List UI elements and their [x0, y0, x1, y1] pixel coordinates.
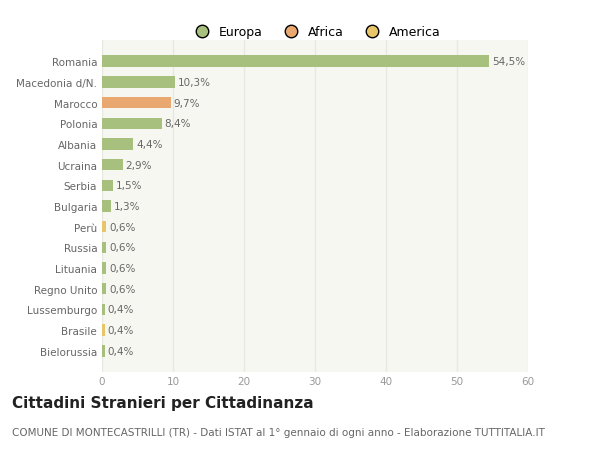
Bar — [102, 284, 106, 295]
Text: 2,9%: 2,9% — [125, 160, 152, 170]
Text: 54,5%: 54,5% — [492, 57, 525, 67]
Bar — [102, 118, 161, 129]
Bar — [102, 242, 106, 253]
Text: 1,5%: 1,5% — [115, 181, 142, 191]
Text: 4,4%: 4,4% — [136, 140, 163, 150]
Text: 0,4%: 0,4% — [107, 305, 134, 315]
Text: 0,6%: 0,6% — [109, 263, 136, 274]
Text: 8,4%: 8,4% — [164, 119, 191, 129]
Bar — [102, 325, 105, 336]
Bar — [102, 77, 175, 88]
Text: 0,6%: 0,6% — [109, 222, 136, 232]
Bar — [102, 139, 133, 150]
Bar — [102, 160, 122, 171]
Bar — [102, 304, 105, 315]
Text: Cittadini Stranieri per Cittadinanza: Cittadini Stranieri per Cittadinanza — [12, 395, 314, 410]
Bar — [102, 201, 111, 212]
Text: 0,6%: 0,6% — [109, 243, 136, 253]
Text: COMUNE DI MONTECASTRILLI (TR) - Dati ISTAT al 1° gennaio di ogni anno - Elaboraz: COMUNE DI MONTECASTRILLI (TR) - Dati IST… — [12, 427, 545, 437]
Bar — [102, 180, 113, 191]
Text: 0,6%: 0,6% — [109, 284, 136, 294]
Bar — [102, 56, 489, 67]
Bar — [102, 98, 171, 109]
Text: 0,4%: 0,4% — [107, 346, 134, 356]
Text: 0,4%: 0,4% — [107, 325, 134, 336]
Legend: Europa, Africa, America: Europa, Africa, America — [184, 21, 446, 44]
Bar — [102, 222, 106, 233]
Bar — [102, 263, 106, 274]
Text: 1,3%: 1,3% — [114, 202, 140, 212]
Text: 10,3%: 10,3% — [178, 78, 211, 88]
Bar — [102, 346, 105, 357]
Text: 9,7%: 9,7% — [174, 98, 200, 108]
